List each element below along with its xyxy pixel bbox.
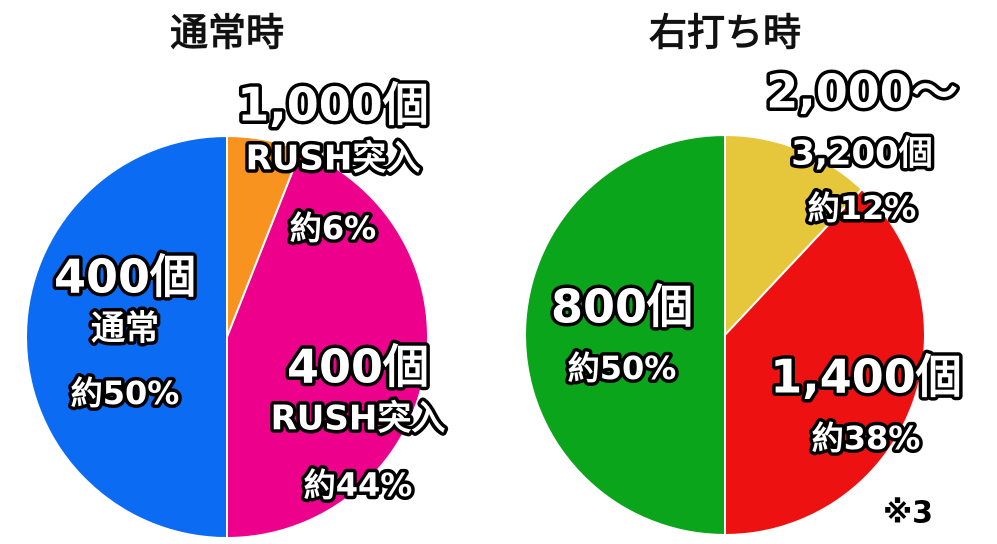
pie-slice [724, 133, 864, 338]
value-label: 約50% [71, 374, 180, 412]
chart-title: 通常時 [170, 11, 284, 55]
pie-slice [724, 187, 926, 537]
pie-slice [226, 148, 429, 540]
slice-label: 800個 [551, 280, 693, 334]
slice-label: RUSH突入 [246, 139, 421, 179]
slice-label: 3,200個 [791, 134, 933, 174]
value-label: 約6% [290, 209, 376, 247]
value-label: 約50% [568, 349, 677, 387]
pie-slice [524, 133, 726, 537]
slice-label: 2,000～ [766, 65, 958, 119]
chart-title: 右打ち時 [649, 11, 801, 55]
value-label: 約44% [304, 466, 413, 504]
slice-label: 1,400個 [770, 350, 962, 404]
slice-label: 400個 [54, 250, 196, 304]
pie-slice [25, 134, 228, 540]
value-label: 約38% [812, 419, 921, 457]
slice-label: 400個 [287, 340, 429, 394]
slice-label: RUSH突入 [271, 399, 446, 439]
slice-label: 1,000個 [237, 78, 429, 132]
slice-label: 通常 [91, 309, 159, 349]
value-label: 約12% [808, 189, 917, 227]
annotation: ※3 [883, 496, 933, 531]
